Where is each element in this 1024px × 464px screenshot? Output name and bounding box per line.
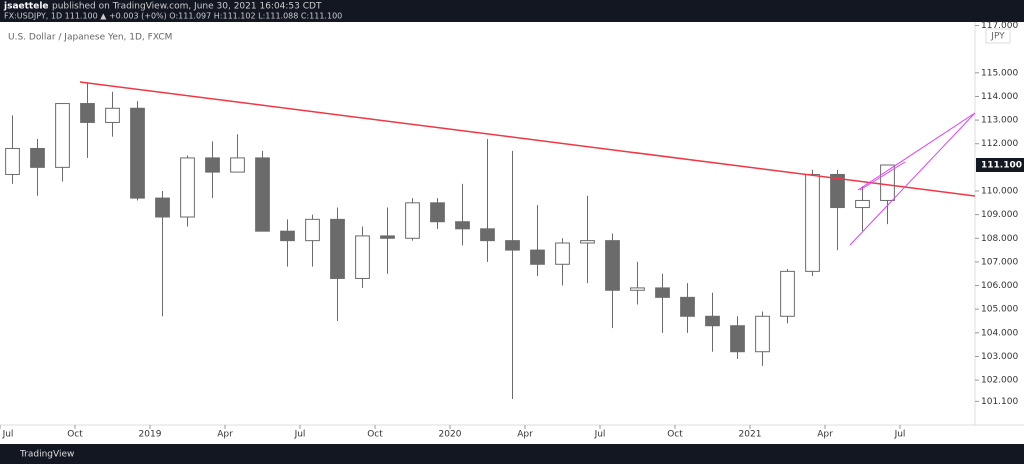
candle-body [455, 221, 470, 230]
channel-line [859, 161, 906, 191]
candle-body [580, 240, 595, 244]
candle-body [155, 197, 170, 218]
candle-body [280, 230, 295, 242]
published: published on TradingView.com, June 30, 2… [52, 2, 322, 12]
currency: JPY [990, 32, 1005, 42]
candle-body [205, 157, 220, 173]
y-tick-label: 102.000 [981, 376, 1018, 386]
candle-body [180, 157, 195, 218]
x-tick-label: Apr [817, 430, 833, 440]
candle-body [255, 157, 270, 232]
candle-body [680, 296, 695, 317]
x-tick-label: Oct [667, 430, 683, 440]
x-tick-label: Jul [294, 430, 306, 440]
chart-title: U.S. Dollar / Japanese Yen, 1D, FXCM [8, 33, 172, 43]
candle-body [5, 147, 20, 175]
marks [5, 82, 895, 399]
candle-body [230, 157, 245, 173]
y-tick-label: 117.000 [981, 21, 1018, 31]
x-tick-label: Apr [217, 430, 233, 440]
candle-body [505, 240, 520, 251]
candle-body [305, 218, 320, 242]
candle-body [105, 107, 120, 123]
candle-body [705, 315, 720, 327]
trend-line [79, 81, 976, 197]
candle-body [530, 249, 545, 265]
x-tick-label: Oct [67, 430, 83, 440]
last-price-label: 111.100 [981, 161, 1022, 171]
candle-body [55, 103, 70, 168]
y-tick-label: 106.000 [981, 281, 1018, 291]
candle-body [855, 199, 870, 209]
y-tick-label: 105.000 [981, 305, 1018, 315]
candle-body [805, 173, 820, 272]
y-tick-label: 107.000 [981, 257, 1018, 267]
x-tick-label: 2021 [739, 430, 762, 440]
candle-body [655, 287, 670, 298]
candle-body [30, 147, 45, 168]
channel-line [849, 112, 976, 246]
candle-body [80, 103, 95, 123]
y-tick-label: 101.100 [981, 397, 1018, 407]
x-tick-label: 2019 [139, 430, 162, 440]
candle-body [730, 325, 745, 353]
y-tick-label: 108.000 [981, 234, 1018, 244]
x-tick-label: Jul [894, 430, 906, 440]
y-tick-label: 112.000 [981, 139, 1018, 149]
candle-body [330, 218, 345, 279]
candle-body [130, 107, 145, 199]
candle-body [405, 202, 420, 239]
y-tick-label: 115.000 [981, 68, 1018, 78]
brand: TradingView [19, 450, 74, 460]
x-tick-label: Apr [517, 430, 533, 440]
candle-body [430, 202, 445, 223]
author: jsaettele [3, 2, 49, 12]
footer-bar [0, 444, 1024, 464]
candle-body [780, 270, 795, 317]
candle-body [355, 235, 370, 279]
candle-body [480, 228, 495, 242]
candle-body [380, 235, 395, 239]
channel-line [857, 112, 976, 191]
candle-body [630, 287, 645, 291]
y-tick-label: 110.000 [981, 187, 1018, 197]
y-tick-label: 114.000 [981, 92, 1018, 102]
x-tick-label: Jul [594, 430, 606, 440]
x-tick-label: 2020 [439, 430, 462, 440]
symbol-line: FX:USDJPY, 1D 111.100 ▲ +0.003 (+0%) O:1… [4, 12, 342, 21]
y-tick-label: 103.000 [981, 352, 1018, 362]
currency-box [985, 28, 1011, 44]
y-tick-label: 104.000 [981, 328, 1018, 338]
x-tick-label: Jul [2, 430, 14, 440]
candle-body [555, 242, 570, 265]
candle-body [755, 315, 770, 353]
x-tick-label: Oct [367, 430, 383, 440]
candle-body [605, 240, 620, 291]
candle-body [830, 173, 845, 209]
y-tick-label: 109.000 [981, 210, 1018, 220]
last-price-box [976, 158, 1024, 172]
header-bar [0, 0, 1024, 22]
y-tick-label: 113.000 [981, 116, 1018, 126]
candle-body [880, 164, 895, 201]
